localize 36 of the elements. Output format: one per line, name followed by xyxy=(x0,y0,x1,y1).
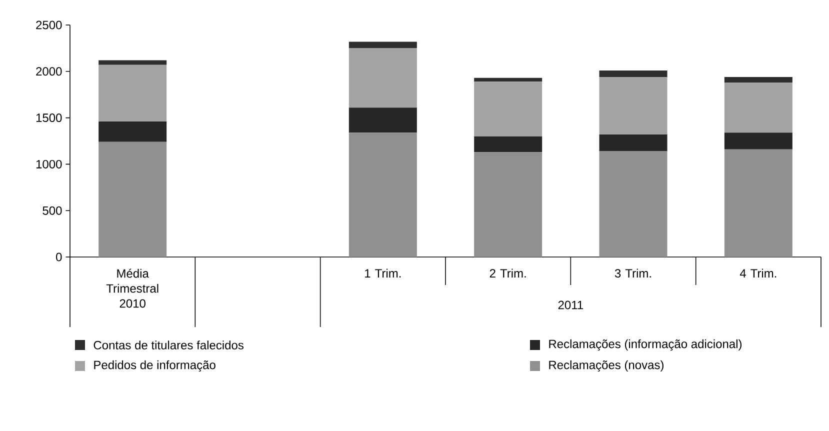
bar xyxy=(474,136,542,152)
bar xyxy=(724,76,792,83)
bar xyxy=(474,82,542,136)
x-tick-label: 4 Trim. xyxy=(740,268,776,278)
bar xyxy=(98,64,167,122)
bar xyxy=(348,108,417,133)
bar xyxy=(98,142,167,257)
bar xyxy=(599,76,668,134)
x-tick-label: 2 Trim. xyxy=(490,268,526,278)
y-tick-label: 0 xyxy=(56,252,62,262)
legend-label: Reclamações (novas) xyxy=(549,360,664,372)
bar xyxy=(599,134,668,152)
bar xyxy=(348,132,417,257)
x-tick-label: 1 Trim. xyxy=(365,268,401,278)
y-tick-label: 2000 xyxy=(36,67,62,76)
bar xyxy=(599,70,668,77)
bar xyxy=(474,78,542,82)
bar xyxy=(474,152,542,257)
y-tick-label: 2500 xyxy=(36,20,62,30)
bar xyxy=(724,82,792,133)
x-tick-label: 3 Trim. xyxy=(614,268,651,278)
bar xyxy=(724,132,792,150)
bar xyxy=(98,122,167,142)
y-tick-label: 500 xyxy=(42,206,62,215)
bar xyxy=(599,151,668,257)
bar xyxy=(348,42,417,48)
bar xyxy=(98,60,167,65)
legend-label: Contas de titulares falecidos xyxy=(94,340,244,350)
x-tick-label: Média Trimestral 2010 xyxy=(106,268,158,308)
text: 2011 xyxy=(558,300,583,310)
legend-label: Pedidos de informação xyxy=(94,360,216,372)
y-tick-label: 1000 xyxy=(36,160,62,168)
bar xyxy=(348,48,417,108)
y-tick-label: 1500 xyxy=(36,114,62,122)
bar xyxy=(724,149,792,257)
legend-label: Reclamações (informação adicional) xyxy=(549,339,742,351)
